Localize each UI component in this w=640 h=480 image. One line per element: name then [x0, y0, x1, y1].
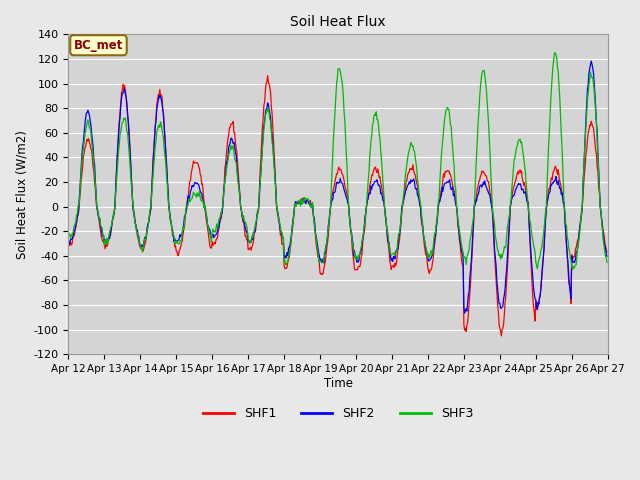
SHF3 — [74, 203, 82, 208]
SHF2 — [213, 231, 221, 237]
SHF3 — [130, 205, 138, 211]
SHF3 — [419, 222, 426, 228]
SHF1 — [420, 231, 428, 237]
Line: SHF1: SHF1 — [68, 75, 607, 336]
SHF3 — [184, 201, 192, 206]
SHF1 — [65, 241, 72, 247]
SHF1 — [74, 212, 82, 218]
SHF2 — [184, 193, 192, 199]
SHF2 — [65, 236, 72, 242]
Line: SHF2: SHF2 — [68, 61, 607, 313]
Y-axis label: Soil Heat Flux (W/m2): Soil Heat Flux (W/m2) — [15, 130, 28, 259]
SHF2 — [588, 58, 595, 64]
X-axis label: Time: Time — [324, 377, 353, 390]
SHF1 — [603, 249, 611, 255]
SHF1 — [130, 208, 138, 214]
SHF1 — [264, 72, 271, 78]
SHF2 — [603, 253, 611, 259]
SHF1 — [404, 171, 412, 177]
SHF2 — [419, 223, 426, 229]
SHF3 — [550, 50, 558, 56]
SHF1 — [497, 333, 505, 339]
SHF1 — [184, 193, 192, 199]
Text: BC_met: BC_met — [74, 39, 123, 52]
SHF2 — [130, 209, 138, 215]
SHF1 — [213, 236, 221, 241]
SHF3 — [603, 259, 611, 265]
SHF3 — [403, 161, 411, 167]
SHF3 — [569, 266, 577, 272]
Title: Soil Heat Flux: Soil Heat Flux — [290, 15, 386, 29]
SHF2 — [461, 310, 468, 316]
Line: SHF3: SHF3 — [68, 53, 607, 269]
SHF2 — [403, 184, 411, 190]
SHF3 — [213, 221, 221, 227]
Legend: SHF1, SHF2, SHF3: SHF1, SHF2, SHF3 — [198, 402, 479, 425]
SHF3 — [65, 231, 72, 237]
SHF2 — [74, 211, 82, 217]
